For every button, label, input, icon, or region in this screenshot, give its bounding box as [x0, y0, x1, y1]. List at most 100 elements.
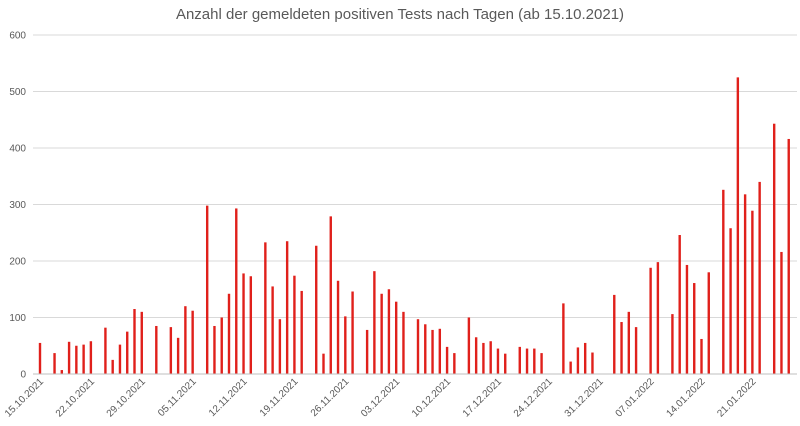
- bar: [693, 283, 696, 374]
- bar: [278, 319, 282, 374]
- y-axis-ticks: 0 100 200 300 400 500 600: [9, 31, 26, 381]
- bar: [82, 344, 85, 374]
- x-tick-label: 05.11.2021: [156, 376, 199, 419]
- bar: [118, 344, 122, 374]
- bar: [722, 189, 725, 374]
- bar: [736, 77, 740, 375]
- bar: [227, 293, 231, 374]
- bar: [387, 289, 391, 374]
- bar: [787, 138, 790, 374]
- bar: [402, 311, 405, 374]
- x-tick-label: 24.12.2021: [512, 376, 555, 419]
- bar: [104, 327, 107, 374]
- bar: [67, 341, 71, 374]
- y-tick-label: 300: [9, 200, 26, 211]
- x-tick-label: 03.12.2021: [359, 376, 402, 419]
- bar: [525, 348, 529, 374]
- bar: [569, 361, 572, 374]
- y-tick-label: 100: [9, 313, 26, 324]
- bar: [424, 324, 427, 374]
- bar: [89, 341, 93, 374]
- bar: [38, 342, 42, 374]
- bar: [453, 353, 456, 374]
- bar: [518, 346, 521, 374]
- x-tick-label: 15.10.2021: [3, 376, 46, 419]
- bar: [373, 271, 376, 374]
- bar: [671, 314, 674, 374]
- bars: [38, 77, 790, 375]
- bar: [482, 342, 485, 374]
- bar: [300, 290, 303, 374]
- bar: [344, 316, 347, 374]
- bar: [213, 325, 216, 374]
- bar: [264, 242, 267, 374]
- bar: [707, 272, 710, 374]
- x-tick-label: 29.10.2021: [105, 376, 148, 419]
- x-tick-label: 07.01.2022: [614, 376, 657, 419]
- bar: [322, 353, 325, 374]
- bar: [700, 338, 703, 374]
- bar: [336, 280, 340, 374]
- chart-title: Anzahl der gemeldeten positiven Tests na…: [176, 6, 624, 23]
- bar: [53, 353, 56, 374]
- bar: [111, 359, 114, 375]
- bar: [743, 194, 747, 374]
- bar: [685, 264, 689, 374]
- bar: [126, 331, 129, 375]
- x-tick-label: 22.10.2021: [54, 376, 97, 419]
- bar: [576, 347, 580, 374]
- bar: [583, 342, 587, 374]
- bar: [540, 353, 543, 374]
- bar: [627, 311, 631, 374]
- bar: [380, 293, 383, 374]
- bar: [729, 228, 732, 374]
- bar: [140, 311, 143, 374]
- x-tick-label: 21.01.2022: [715, 376, 758, 419]
- y-tick-label: 500: [9, 87, 26, 98]
- bar: [351, 291, 354, 374]
- x-tick-label: 31.12.2021: [563, 376, 606, 419]
- bar: [758, 181, 761, 374]
- y-tick-label: 0: [20, 370, 26, 381]
- bar: [649, 267, 652, 374]
- bar: [394, 301, 398, 374]
- bar: [780, 251, 783, 374]
- y-tick-label: 400: [9, 144, 26, 155]
- bar: [533, 348, 536, 374]
- bar: [772, 123, 776, 375]
- x-tick-label: 26.11.2021: [309, 376, 352, 419]
- bar: [75, 345, 78, 374]
- y-tick-label: 600: [9, 31, 26, 42]
- bar: [634, 327, 638, 374]
- bar: [169, 327, 173, 374]
- bar: [613, 294, 616, 374]
- bar: [133, 309, 136, 374]
- x-tick-label: 10.12.2021: [410, 376, 453, 419]
- y-tick-label: 200: [9, 257, 26, 268]
- bar: [191, 310, 194, 374]
- bar: [438, 328, 442, 374]
- bar: [285, 241, 289, 374]
- x-tick-label: 14.01.2022: [664, 376, 707, 419]
- gridlines: [33, 34, 797, 318]
- bar: [656, 262, 660, 374]
- bar: [235, 208, 238, 374]
- x-tick-label: 12.11.2021: [207, 376, 250, 419]
- bar: [315, 245, 318, 374]
- x-tick-label: 17.12.2021: [461, 376, 504, 419]
- bar: [220, 317, 223, 374]
- bar: [431, 329, 434, 374]
- bar: [271, 286, 274, 374]
- bar: [678, 235, 681, 374]
- bar: [591, 352, 594, 374]
- bar: [329, 216, 332, 374]
- bar: [242, 273, 245, 374]
- bar: [184, 306, 187, 374]
- bar: [155, 325, 158, 374]
- bar: [474, 337, 478, 374]
- bar: [176, 337, 180, 374]
- bar: [504, 353, 507, 374]
- bar: [751, 210, 754, 374]
- x-axis-ticks: 15.10.2021 22.10.2021 29.10.2021 05.11.2021…: [3, 376, 759, 419]
